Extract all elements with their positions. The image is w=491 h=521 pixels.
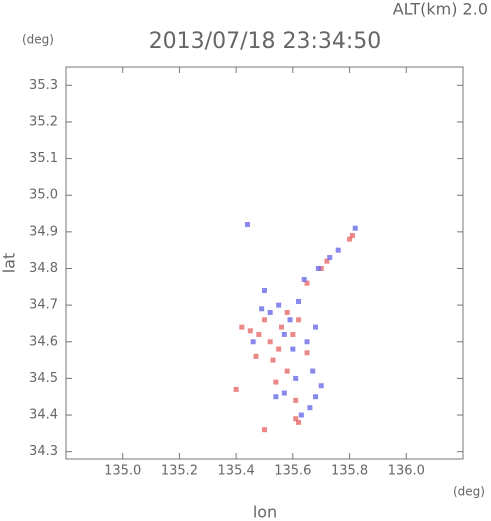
data-point — [276, 302, 282, 308]
data-point — [267, 339, 273, 345]
data-point — [304, 339, 310, 345]
data-point — [262, 287, 267, 293]
data-point — [301, 276, 307, 282]
y-tick-label: 34.6 — [29, 334, 58, 349]
data-point — [284, 368, 290, 374]
data-point — [293, 397, 299, 403]
chart-title: 2013/07/18 23:34:50 — [149, 29, 382, 54]
data-point — [239, 324, 245, 330]
data-point — [281, 390, 287, 396]
y-tick-label: 35.0 — [29, 188, 58, 203]
y-tick-label: 34.4 — [29, 408, 58, 423]
annotation: ALT(km) 2.0 — [393, 0, 488, 19]
data-point — [290, 346, 296, 352]
x-unit: (deg) — [453, 485, 485, 499]
data-point — [293, 416, 299, 422]
data-point — [233, 386, 239, 392]
data-point — [262, 427, 267, 433]
data-point — [304, 280, 310, 286]
data-point — [270, 357, 276, 363]
data-point — [267, 309, 273, 315]
y-tick-label: 35.1 — [29, 151, 58, 166]
data-point — [276, 346, 282, 352]
data-point — [262, 317, 267, 323]
data-point — [352, 225, 358, 231]
data-point — [253, 353, 259, 359]
data-point — [290, 331, 296, 337]
y-tick-label: 35.2 — [29, 114, 58, 129]
data-point — [324, 258, 330, 264]
y-tick-label: 34.5 — [29, 371, 58, 386]
x-tick-label: 136.0 — [388, 464, 425, 479]
x-tick-label: 135.8 — [331, 464, 368, 479]
data-point — [310, 368, 316, 374]
data-point — [347, 236, 353, 242]
x-tick-label: 135.4 — [218, 464, 255, 479]
data-point — [313, 324, 319, 330]
y-unit: (deg) — [22, 33, 54, 47]
y-tick-label: 34.9 — [29, 224, 58, 239]
y-tick-label: 35.3 — [29, 78, 58, 93]
data-point — [318, 265, 324, 271]
data-point — [279, 324, 285, 330]
data-point — [307, 405, 313, 411]
data-point — [293, 375, 299, 381]
data-point — [298, 412, 304, 418]
data-point — [256, 331, 262, 337]
data-point — [327, 255, 333, 261]
data-point — [250, 339, 256, 345]
x-tick-label: 135.6 — [274, 464, 311, 479]
x-tick-label: 135.0 — [104, 464, 141, 479]
data-point — [349, 233, 355, 239]
data-point — [281, 331, 287, 337]
data-point — [313, 394, 319, 400]
data-point — [318, 383, 324, 389]
y-tick-label: 34.7 — [29, 298, 58, 313]
data-point — [335, 247, 341, 253]
data-point — [296, 317, 302, 323]
y-tick-label: 34.8 — [29, 261, 58, 276]
data-point — [284, 309, 290, 315]
data-point — [244, 222, 250, 228]
data-point — [296, 298, 302, 304]
data-point — [259, 306, 265, 312]
y-axis-label: lat — [0, 253, 19, 274]
y-tick-label: 34.3 — [29, 444, 58, 459]
x-tick-label: 135.2 — [161, 464, 198, 479]
data-point — [247, 328, 253, 334]
data-point — [287, 317, 293, 323]
data-point — [296, 419, 302, 425]
data-point — [304, 350, 310, 356]
x-axis-label: lon — [253, 503, 277, 521]
plot-frame — [65, 66, 464, 460]
data-point — [315, 265, 321, 271]
data-point — [273, 394, 279, 400]
data-point — [273, 379, 279, 385]
